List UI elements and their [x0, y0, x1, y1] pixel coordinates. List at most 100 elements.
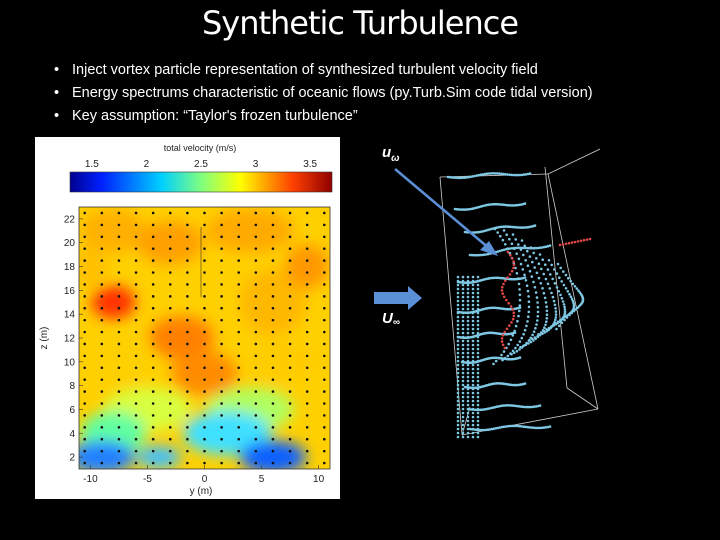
grid-marker — [83, 378, 87, 381]
grid-marker — [117, 259, 121, 262]
vortex-particle — [474, 428, 478, 432]
vortex-particle — [511, 334, 515, 337]
vortex-particle — [544, 301, 548, 304]
vortex-particle — [518, 306, 522, 309]
vortex-particle — [476, 415, 480, 419]
vortex-core-particle — [509, 305, 513, 308]
grid-marker — [134, 437, 138, 441]
vortex-particle — [466, 387, 470, 391]
grid-marker — [220, 306, 223, 310]
grid-marker — [100, 259, 104, 262]
grid-marker — [168, 295, 172, 298]
grid-marker — [237, 366, 241, 370]
vortex-particle — [459, 176, 462, 180]
grid-marker — [134, 378, 138, 381]
grid-marker — [117, 461, 121, 465]
vortex-particle — [456, 283, 460, 287]
grid-marker — [100, 354, 104, 358]
grid-marker — [83, 366, 87, 370]
x-axis-ticks: -10 -5 0 5 10 — [83, 465, 325, 485]
grid-marker — [322, 461, 326, 465]
grid-marker — [186, 378, 189, 381]
grid-marker — [151, 449, 155, 453]
vortex-core-particle — [502, 295, 506, 299]
vortex-particle — [456, 383, 460, 387]
vortex-particle — [563, 305, 566, 309]
vortex-particle — [466, 391, 470, 395]
grid-marker — [271, 306, 275, 310]
grid-marker — [271, 247, 275, 250]
vortex-particle — [554, 316, 558, 319]
y-tick-label: 10 — [64, 357, 76, 368]
vortex-particle — [571, 282, 575, 286]
vortex-particle — [551, 324, 555, 327]
vortex-particle — [510, 352, 513, 356]
vortex-particle — [456, 355, 460, 359]
vortex-particle — [456, 399, 460, 403]
vortex-particle — [507, 342, 510, 346]
vortex-particle — [556, 320, 560, 324]
vortex-particle — [504, 172, 507, 176]
vortex-particle — [526, 172, 530, 176]
vortex-particle — [528, 426, 532, 429]
grid-marker — [151, 378, 155, 381]
grid-marker — [220, 402, 223, 405]
vortex-core-particle — [501, 292, 504, 295]
vortex-particle — [461, 339, 465, 343]
vortex-particle — [527, 300, 531, 303]
grid-marker — [305, 426, 309, 429]
vortex-particle — [501, 238, 505, 242]
grid-marker — [237, 461, 241, 465]
vortex-particle — [461, 383, 465, 387]
grid-marker — [117, 223, 121, 227]
vortex-particle — [466, 411, 470, 415]
grid-marker — [237, 449, 241, 453]
vortex-particle — [523, 382, 527, 385]
grid-marker — [220, 342, 223, 346]
vortex-particle — [457, 176, 460, 180]
vortex-particle — [528, 269, 532, 273]
vortex-particle — [518, 340, 522, 343]
vortex-particle — [524, 246, 528, 250]
grid-marker — [83, 235, 87, 239]
vortex-core-particle — [585, 238, 589, 241]
grid-marker — [186, 354, 189, 358]
vortex-velocity-arrow — [394, 168, 491, 250]
vortex-particle — [563, 308, 567, 311]
grid-marker — [288, 247, 292, 250]
vortex-particle — [544, 323, 547, 327]
vortex-particle — [527, 342, 530, 345]
vortex-core-particle — [503, 346, 507, 350]
vortex-particle — [476, 311, 480, 315]
grid-marker — [288, 283, 292, 286]
vortex-particle — [576, 306, 579, 310]
vortex-particle — [450, 176, 454, 179]
vortex-particle — [456, 351, 460, 355]
vortex-particle — [558, 276, 561, 279]
bullet-icon: • — [54, 85, 60, 101]
vortex-particle — [516, 424, 520, 428]
grid-marker — [271, 235, 275, 239]
grid-marker — [117, 414, 121, 417]
grid-marker — [168, 414, 172, 417]
vortex-particle — [526, 246, 530, 250]
grid-marker — [151, 271, 155, 274]
vortex-particle — [510, 247, 514, 250]
grid-marker — [100, 437, 104, 441]
vortex-particle — [533, 224, 537, 227]
grid-marker — [134, 283, 138, 286]
vortex-particle — [466, 283, 470, 287]
vortex-particle — [480, 428, 484, 432]
vortex-particle — [482, 253, 486, 256]
vortex-particle — [476, 315, 480, 319]
vortex-particle — [461, 176, 464, 180]
vortex-particle — [536, 319, 539, 322]
grid-marker — [254, 259, 258, 262]
grid-marker — [271, 437, 275, 441]
vortex-particle — [471, 331, 475, 335]
vortex-particle — [456, 279, 460, 283]
vortex-particle — [466, 331, 470, 335]
vortex-particle — [518, 424, 522, 428]
grid-marker — [186, 247, 189, 250]
vortex-particle — [504, 243, 507, 246]
